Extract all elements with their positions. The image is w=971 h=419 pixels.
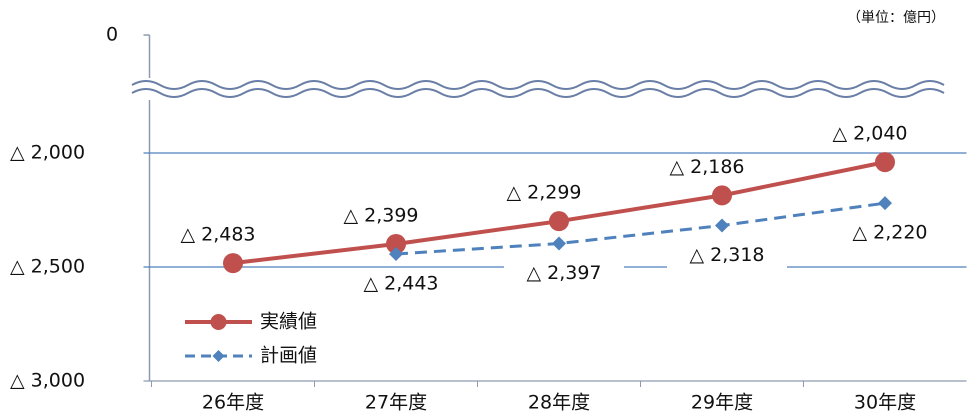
- data-label: △ 2,397: [526, 262, 601, 284]
- point: [712, 185, 732, 205]
- point: [549, 211, 569, 231]
- x-tick-label: 28年度: [528, 392, 590, 414]
- y-tick-label: △ 2,500: [10, 256, 85, 278]
- point: [878, 196, 892, 210]
- data-label: △ 2,483: [180, 224, 255, 246]
- y-tick-label: △ 2,000: [10, 142, 85, 164]
- legend-marker: [213, 350, 225, 362]
- x-tick-label: 27年度: [365, 392, 427, 414]
- point: [552, 237, 566, 251]
- y-tick-label: 0: [106, 24, 118, 46]
- data-label: △ 2,040: [832, 123, 907, 145]
- point: [875, 152, 895, 172]
- x-tick-label: 30年度: [854, 392, 916, 414]
- data-label: △ 2,318: [689, 244, 764, 266]
- point: [715, 219, 729, 233]
- series-line: [396, 203, 885, 254]
- data-label: △ 2,299: [506, 182, 581, 204]
- y-tick-label: △ 3,000: [10, 370, 85, 392]
- data-label: △ 2,186: [669, 156, 744, 178]
- legend-marker: [211, 314, 227, 330]
- data-label: △ 2,399: [343, 204, 418, 226]
- data-label: △ 2,220: [852, 222, 927, 244]
- data-label: △ 2,443: [363, 273, 438, 295]
- legend-label: 計画値: [260, 345, 317, 367]
- x-tick-label: 29年度: [691, 392, 753, 414]
- x-tick-label: 26年度: [202, 392, 264, 414]
- point: [223, 253, 243, 273]
- unit-note: （単位：億円）: [847, 10, 945, 26]
- legend-label: 実績値: [260, 311, 317, 333]
